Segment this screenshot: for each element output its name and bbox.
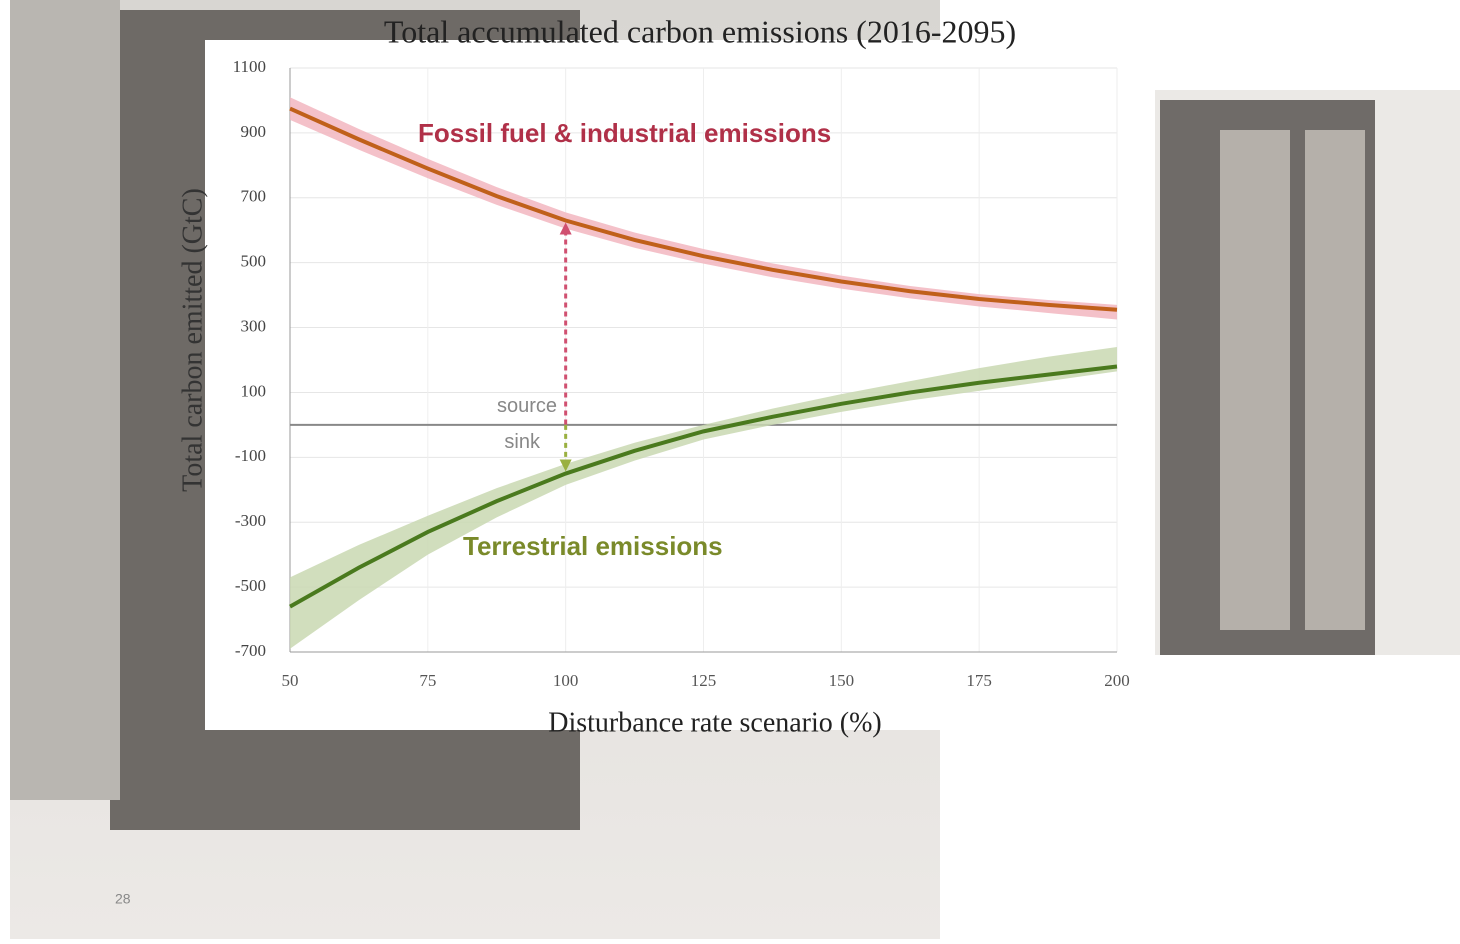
- annotation: source: [497, 395, 557, 417]
- arrow-head: [559, 459, 572, 472]
- y-tick-label: 500: [241, 252, 267, 271]
- chart-title: Total accumulated carbon emissions (2016…: [384, 13, 1016, 49]
- x-tick-label: 75: [419, 671, 436, 690]
- x-tick-label: 175: [966, 671, 992, 690]
- series-label: Terrestrial emissions: [463, 531, 723, 561]
- x-tick-label: 50: [282, 671, 299, 690]
- plot: -700 -500 -300 -100 100 300 500 700 900 1100 50 75 1…: [233, 57, 1130, 690]
- rack-panel: [1220, 130, 1290, 630]
- y-tick-label: 700: [241, 187, 267, 206]
- y-tick-label: -700: [235, 641, 266, 660]
- y-tick-label: -500: [235, 576, 266, 595]
- x-tick-label: 100: [553, 671, 579, 690]
- page-number: 28: [115, 891, 131, 907]
- annotation: sink: [504, 431, 541, 453]
- arrow-head: [559, 222, 572, 235]
- x-tick-label: 200: [1104, 671, 1130, 690]
- series-line: [289, 364, 1118, 609]
- y-axis-label: Total carbon emitted (GtC): [177, 188, 208, 492]
- series-line: [289, 106, 1118, 312]
- y-tick-label: -300: [235, 511, 266, 530]
- x-tick-label: 150: [829, 671, 855, 690]
- y-tick-label: 1100: [233, 57, 266, 76]
- rack-panel: [1305, 130, 1365, 630]
- x-tick-label: 125: [691, 671, 717, 690]
- y-tick-label: 100: [241, 381, 267, 400]
- series-label: Fossil fuel & industrial emissions: [418, 118, 831, 148]
- y-tick-label: 300: [241, 316, 267, 335]
- y-tick-label: 900: [241, 122, 267, 141]
- x-axis-label: Disturbance rate scenario (%): [548, 707, 882, 738]
- y-tick-label: -100: [235, 446, 266, 465]
- server-rack-side: [10, 0, 120, 800]
